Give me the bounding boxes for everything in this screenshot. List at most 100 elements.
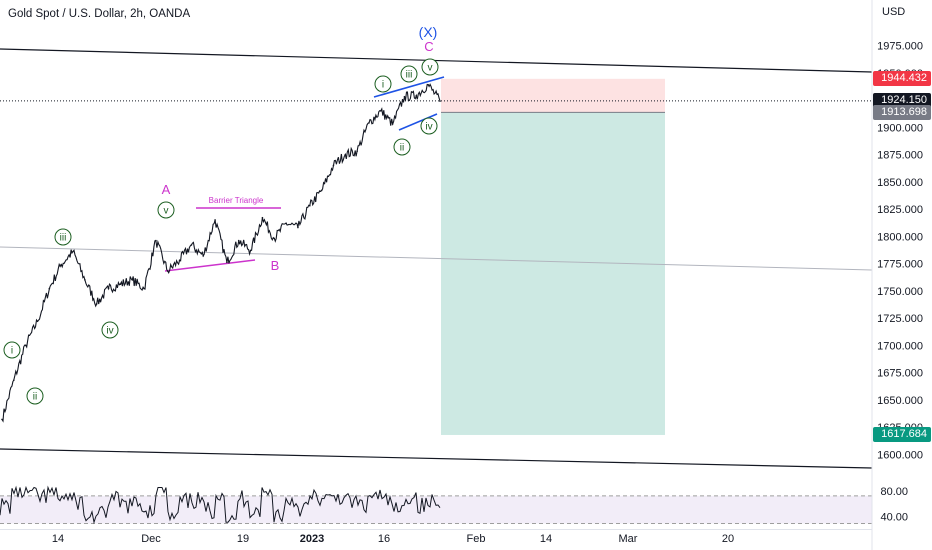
price-point xyxy=(178,259,181,262)
x-tick-label: 14 xyxy=(52,533,64,545)
price-point xyxy=(202,255,205,257)
price-point xyxy=(84,279,86,281)
wave-label-circle[interactable] xyxy=(400,65,418,83)
wave-label-circle[interactable] xyxy=(393,138,411,156)
price-point xyxy=(155,239,157,242)
x-tick-label: Dec xyxy=(141,533,161,545)
wave-label-circle[interactable] xyxy=(101,321,119,339)
price-point xyxy=(48,287,51,290)
take-profit-zone[interactable] xyxy=(441,112,665,435)
channel-upper-line[interactable] xyxy=(0,48,873,73)
price-point xyxy=(391,123,394,125)
triangle-lower-line[interactable] xyxy=(164,259,256,272)
x-tick-label: 2023 xyxy=(300,533,324,545)
x-tick-label: 19 xyxy=(237,533,249,545)
price-point xyxy=(60,263,62,266)
price-line xyxy=(1,83,441,423)
y-tick-label: 1650.000 xyxy=(877,395,923,407)
price-point xyxy=(332,164,335,167)
price-point xyxy=(143,287,145,290)
wave-label-circle[interactable] xyxy=(421,58,439,76)
x-tick-label: 14 xyxy=(540,533,552,545)
price-point xyxy=(214,219,216,221)
y-tick-label: 1875.000 xyxy=(877,150,923,162)
chart-title: Gold Spot / U.S. Dollar, 2h, OANDA xyxy=(8,8,191,20)
currency-label: USD xyxy=(882,6,905,18)
x-tick-label: 20 xyxy=(722,533,734,545)
wave-label-circle[interactable] xyxy=(374,75,392,93)
wave-label[interactable]: C xyxy=(424,39,433,54)
x-tick-label: 16 xyxy=(378,533,390,545)
price-axis-bg xyxy=(872,0,932,550)
y-tick-label: 1825.000 xyxy=(877,204,923,216)
price-point xyxy=(439,100,441,102)
price-point xyxy=(356,150,358,153)
price-point xyxy=(237,239,240,242)
wave-label-circle[interactable] xyxy=(420,117,438,135)
price-point xyxy=(380,110,382,112)
wave-label-circle[interactable] xyxy=(157,201,175,219)
wave-label[interactable]: iii xyxy=(406,70,413,81)
x-tick-label: Feb xyxy=(467,533,486,545)
y-tick-label: 1850.000 xyxy=(877,177,923,189)
price-point xyxy=(249,249,252,252)
price-point xyxy=(344,153,347,156)
wave-label[interactable]: (X) xyxy=(419,24,438,40)
wave-label[interactable]: ii xyxy=(400,143,404,154)
short-position-tool[interactable] xyxy=(0,78,872,435)
wave-label[interactable]: iv xyxy=(425,122,432,133)
price-point xyxy=(308,204,311,207)
diagonal-upper-line[interactable] xyxy=(373,76,445,98)
price-point xyxy=(190,244,193,246)
price-tag: 1924.150 xyxy=(873,93,931,109)
wave-label[interactable]: iii xyxy=(60,233,67,244)
wave-label[interactable]: iv xyxy=(106,326,113,337)
wave-label[interactable]: A xyxy=(162,182,171,197)
y-tick-label: 1900.000 xyxy=(877,122,923,134)
wave-label[interactable]: ii xyxy=(33,392,37,403)
y-tick-label: 1975.000 xyxy=(877,41,923,53)
price-point xyxy=(36,320,39,323)
stop-loss-zone[interactable] xyxy=(441,78,665,113)
price-axis[interactable]: USD1975.0001950.0001925.0001900.0001875.… xyxy=(871,0,932,550)
channel-lower-line[interactable] xyxy=(0,448,873,469)
trend-lines[interactable] xyxy=(0,48,873,469)
wave-label-circle[interactable] xyxy=(26,387,44,405)
price-point xyxy=(261,216,264,219)
price-point xyxy=(13,379,15,381)
wave-label[interactable]: i xyxy=(11,346,13,357)
y-tick-label: 1725.000 xyxy=(877,313,923,325)
wave-label[interactable]: v xyxy=(164,206,169,217)
y-tick-label: 1700.000 xyxy=(877,340,923,352)
price-tag: 1617.684 xyxy=(873,427,931,443)
price-point xyxy=(72,250,74,253)
y-tick-label: 1675.000 xyxy=(877,368,923,380)
price-point xyxy=(166,270,169,272)
wave-label-circle[interactable] xyxy=(54,228,72,246)
time-axis[interactable]: 14 Dec 19 2023 16 Feb 14 Mar 20 xyxy=(0,529,872,546)
wave-label[interactable]: v xyxy=(428,63,433,74)
wave-label[interactable]: B xyxy=(271,258,280,273)
rsi-line xyxy=(0,485,441,525)
price-tag: 1944.432 xyxy=(873,71,931,87)
price-point xyxy=(273,237,276,240)
price-point xyxy=(415,94,418,97)
rsi-tick-label: 40.00 xyxy=(880,512,908,524)
diagonal-lower-line[interactable] xyxy=(398,113,438,131)
channel-mid-line[interactable] xyxy=(0,246,873,271)
wave-label-circle[interactable] xyxy=(3,341,21,359)
rsi-band xyxy=(0,495,872,524)
price-point xyxy=(285,222,287,224)
x-tick-label: Mar xyxy=(619,533,638,545)
y-tick-label: 1750.000 xyxy=(877,286,923,298)
wave-label[interactable]: i xyxy=(382,80,384,91)
price-point xyxy=(427,83,429,86)
barrier-triangle-label[interactable]: Barrier Triangle xyxy=(209,196,264,205)
price-point xyxy=(320,189,323,192)
price-point xyxy=(368,122,370,124)
rsi-tick-label: 80.00 xyxy=(880,486,908,498)
rsi-pane xyxy=(0,485,872,525)
